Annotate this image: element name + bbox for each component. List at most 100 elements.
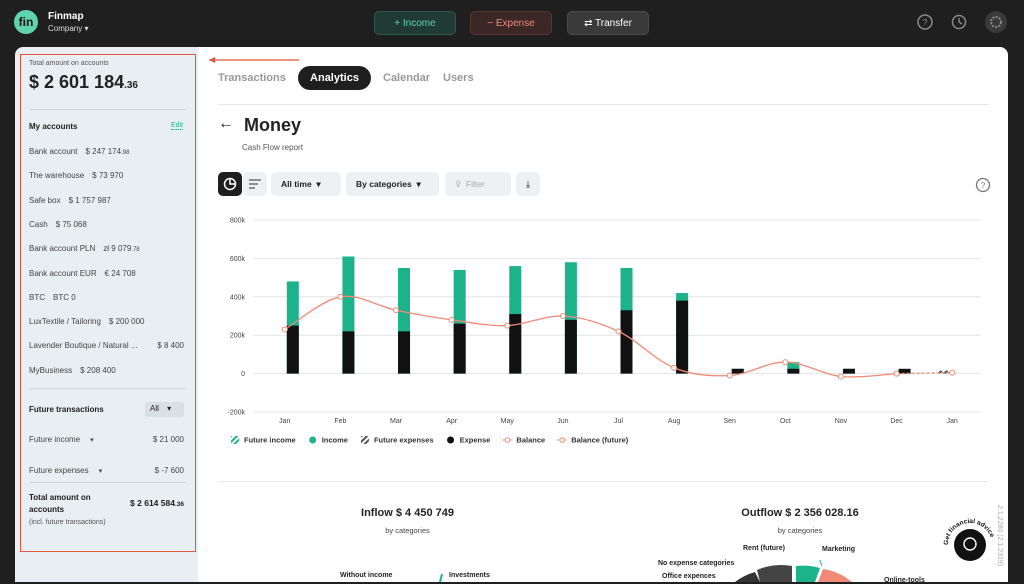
line-point (782, 359, 789, 366)
line (284, 295, 897, 378)
tab[interactable]: Calendar (383, 72, 431, 84)
legend-marker (309, 436, 317, 444)
account-name: Bank account EUR (29, 268, 97, 278)
line-point (949, 369, 956, 376)
grouping-select[interactable]: By categories ▾ (346, 172, 439, 196)
total-main: $ 2 601 184 (29, 72, 125, 92)
arrow-annotation (209, 57, 299, 63)
future-filter[interactable]: All ▾ (145, 402, 184, 417)
account-name: The warehouse (29, 171, 85, 181)
tab[interactable]: Users (443, 72, 474, 84)
help-icon[interactable]: ? (917, 14, 933, 30)
account-row[interactable]: Bank account EUR € 24 708 (29, 269, 186, 278)
y-tick-label: 200k (230, 333, 246, 340)
account-row[interactable]: Cash $ 75 068 (29, 220, 186, 229)
future-row: Future expenses ▾ $ -7 600 (29, 466, 184, 475)
legend-item[interactable]: Future income (231, 436, 296, 445)
bar (676, 300, 689, 374)
account-row[interactable]: Bank account $ 247 174.98 (29, 147, 186, 156)
account-amount: $ 1 757 987 (69, 196, 111, 205)
account-amount: $ 75 068 (56, 220, 87, 229)
caret: ▾ (98, 468, 103, 475)
account-row[interactable]: LuxTextile / Tailoring $ 200 000 (29, 317, 186, 326)
line (896, 371, 953, 375)
filter-button[interactable]: ⊽ Filter (445, 172, 511, 196)
account-amount: $ 73 970 (92, 171, 123, 180)
x-tick-label: Jul (614, 418, 623, 425)
period-select[interactable]: All time ▾ (271, 172, 341, 196)
legend-marker (559, 437, 566, 443)
chat-widget[interactable]: Get financial advice (940, 515, 1000, 575)
bar (898, 368, 911, 374)
x-tick-label: Sen (723, 418, 736, 425)
sidebar (15, 47, 198, 582)
line-point (671, 364, 678, 371)
help-icon[interactable]: ? (975, 177, 991, 193)
tab[interactable]: Transactions (218, 72, 286, 84)
donut-fragments (439, 560, 852, 582)
legend-label: Balance (future) (571, 436, 629, 445)
account-row[interactable]: Lavender Boutique / Natural ... $ 8 400 (29, 341, 186, 350)
legend-item[interactable]: Income (309, 436, 348, 445)
line-point (726, 372, 733, 379)
pie-view-button[interactable] (218, 172, 242, 196)
report-title: Money (244, 115, 302, 135)
divider (29, 109, 186, 110)
line-point (393, 307, 400, 314)
x-tick-label: Feb (334, 418, 346, 425)
company: Company (48, 24, 83, 33)
account-amount-cents: .78 (131, 247, 140, 254)
x-tick-label: Dec (890, 418, 903, 425)
legend-item[interactable]: Expense (447, 436, 490, 445)
line-point (837, 373, 844, 380)
total-label: Total amount on accounts (29, 60, 109, 67)
company-select[interactable]: Company ▾ (48, 24, 89, 33)
version: 2.1.2280 (2.1.2319) (996, 505, 1003, 567)
account-name: BTC (29, 292, 45, 302)
account-amount: € 24 708 (105, 269, 136, 278)
svg-text:?: ? (922, 18, 927, 28)
outflow-title: Outflow $ 2 356 028.16 (741, 507, 859, 519)
history-icon[interactable] (951, 14, 967, 30)
account-row[interactable]: The warehouse $ 73 970 (29, 171, 186, 180)
y-tick-label: 600k (230, 256, 246, 263)
bar (509, 314, 522, 374)
logo[interactable]: fin (14, 10, 38, 34)
legend-item[interactable]: Balance (502, 436, 545, 445)
account-row[interactable]: MyBusiness $ 208 400 (29, 366, 186, 375)
list-view-button[interactable] (243, 172, 267, 196)
legend-item[interactable]: Future expenses (360, 436, 434, 445)
account-row[interactable]: BTC BTC 0 (29, 293, 186, 302)
edit-link[interactable]: Edit (171, 122, 184, 130)
expense-button[interactable]: − Expense (470, 11, 552, 35)
line-point (448, 316, 455, 323)
transfer-button[interactable]: ⇄ Transfer (567, 11, 649, 35)
report-subtitle: Cash Flow report (242, 143, 303, 152)
divider (29, 482, 186, 483)
bar (453, 323, 466, 374)
main-panel (198, 47, 1008, 582)
account-amount: BTC 0 (53, 293, 76, 302)
legend-item[interactable]: Balance (future) (557, 436, 629, 445)
legend-label: Future expenses (374, 436, 434, 445)
x-tick-label: Oct (780, 418, 791, 425)
back-button[interactable]: ← (218, 115, 234, 132)
grand-label: Total amount on accounts (29, 493, 91, 514)
tab-active[interactable]: Analytics (298, 66, 371, 90)
income-button[interactable]: + Income (374, 11, 456, 35)
outflow-label: Online-tools (884, 577, 925, 584)
bar (564, 319, 577, 374)
y-tick-label: 0 (241, 371, 245, 378)
cash-flow-chart: -200k 0 200k 400k 600k 800k Jan Feb Mar Apr May Jun… (227, 218, 980, 445)
download-button[interactable]: ⤓ (516, 172, 540, 196)
bar (286, 325, 299, 374)
grouping: By categories (356, 179, 412, 189)
settings-icon[interactable] (985, 11, 1007, 33)
outflow-label: Rent (future) (743, 545, 785, 552)
account-row[interactable]: Safe box $ 1 757 987 (29, 196, 186, 205)
account-row[interactable]: Bank account PLN zł 9 079.78 (29, 244, 186, 253)
filter: Filter (465, 179, 485, 189)
caret: ▾ (90, 437, 94, 444)
grand-main: $ 2 614 584 (130, 498, 175, 508)
bar (620, 310, 633, 374)
